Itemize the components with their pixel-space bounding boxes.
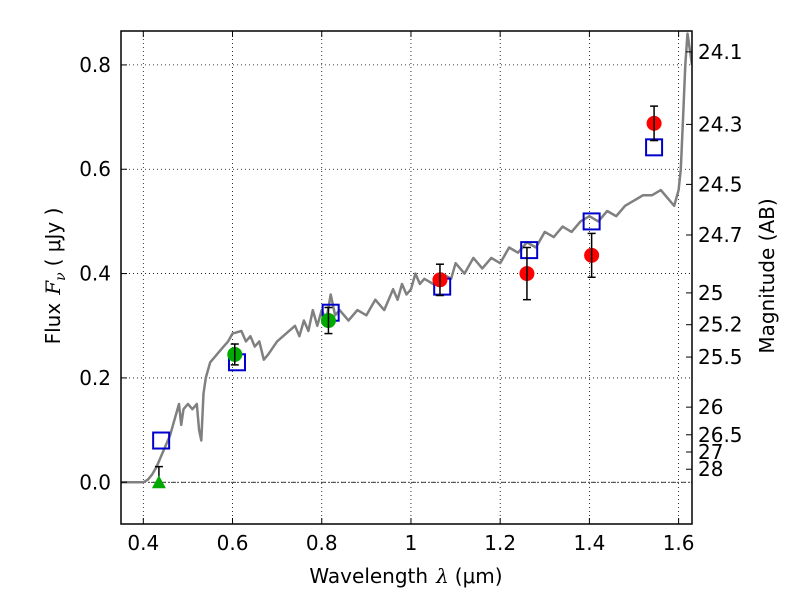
template-spectrum <box>121 32 692 484</box>
grid-lines <box>121 31 692 524</box>
y-tick-label: 0.6 <box>79 157 111 181</box>
y2-tick-label: 27 <box>698 440 723 464</box>
y-tick-label: 0.2 <box>79 366 111 390</box>
x-tick-label: 0.4 <box>127 531 159 555</box>
y-tick-label: 0.4 <box>79 262 111 286</box>
x-tick-label: 1 <box>405 531 418 555</box>
y2-tick-label: 28 <box>698 457 723 481</box>
y-axis-label-symbol: F <box>41 280 65 296</box>
y-axis-label-subscript: ν <box>53 272 69 281</box>
limit-triangle-marker <box>151 475 166 489</box>
y-axis-label-prefix: Flux <box>41 303 65 345</box>
x-tick-label: 0.6 <box>217 531 249 555</box>
y-tick-label: 0.8 <box>79 53 111 77</box>
spectrum-line <box>121 32 692 484</box>
x-tick-label: 1.4 <box>573 531 605 555</box>
y2-tick-label: 24.3 <box>698 112 743 136</box>
y2-tick-label: 25.5 <box>698 345 743 369</box>
x-tick-label: 1.2 <box>484 531 516 555</box>
model-square-marker <box>520 241 539 260</box>
x-axis-label-unit: (μm) <box>455 564 503 588</box>
y2-tick-label: 25.2 <box>698 313 743 337</box>
data-markers <box>151 105 664 489</box>
y2-axis-label: Magnitude (AB) <box>755 198 779 353</box>
x-axis-label-prefix: Wavelength <box>309 564 428 588</box>
x-axis-label: Wavelength λ (μm) <box>309 564 502 588</box>
model-square-marker <box>582 212 601 231</box>
y2-tick-label: 25 <box>698 281 723 305</box>
y-axis-label: Flux Fν ( μJy ) <box>41 208 69 345</box>
y2-tick-label: 24.5 <box>698 172 743 196</box>
model-square-marker <box>152 431 171 450</box>
y2-tick-label: 26.5 <box>698 423 743 447</box>
y2-tick-label: 24.7 <box>698 223 743 247</box>
plot-frame <box>120 30 693 525</box>
x-tick-label: 1.6 <box>663 531 695 555</box>
y-axis-label-unit: ( μJy ) <box>41 208 65 267</box>
y2-tick-label: 24.1 <box>698 40 743 64</box>
axis-ticks: 0.4 0.6 0.8 1 1.2 1.4 1.6 0.0 0.2 0.4 0.6 0.8 24.1 24… <box>79 31 743 555</box>
x-tick-label: 0.8 <box>306 531 338 555</box>
y-tick-label: 0.0 <box>79 470 111 494</box>
y2-tick-label: 26 <box>698 395 723 419</box>
x-axis-label-symbol: λ <box>435 564 449 588</box>
model-square-marker <box>645 138 664 157</box>
